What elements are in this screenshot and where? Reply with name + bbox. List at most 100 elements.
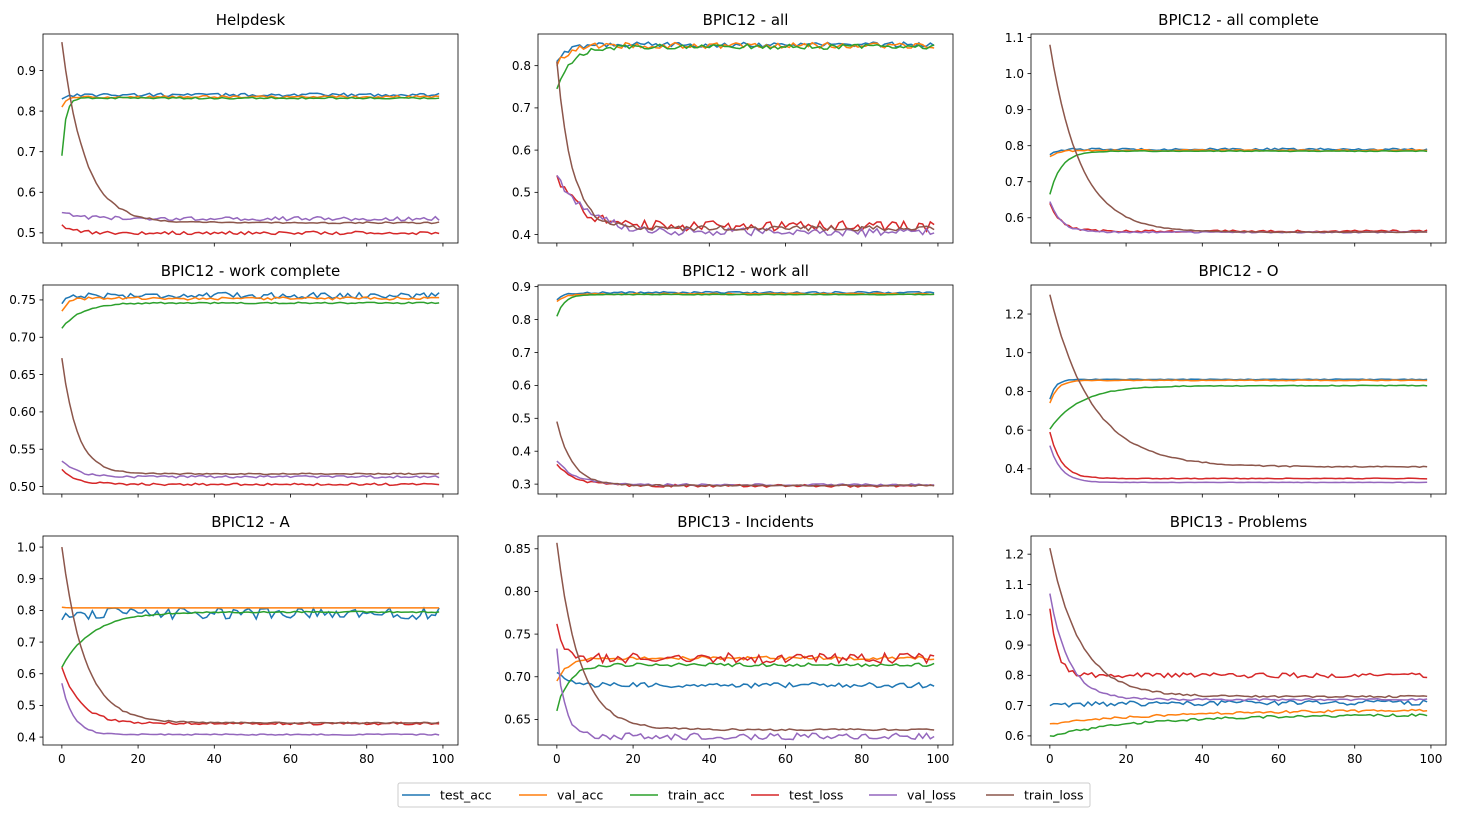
x-tick-label: 100 (926, 752, 949, 766)
x-tick-label: 0 (553, 752, 561, 766)
y-tick-label: 0.7 (512, 346, 531, 360)
legend-entry-test-acc: test_acc (402, 788, 492, 803)
y-tick-label: 1.0 (1005, 608, 1024, 622)
x-tick-label: 0 (1046, 752, 1054, 766)
series-line-test-loss (61, 224, 440, 236)
series-line-train-acc (1049, 384, 1428, 430)
series-line-test-acc (556, 290, 935, 301)
y-tick-label: 0.5 (512, 186, 531, 200)
y-tick-label: 0.8 (17, 604, 36, 618)
subplot-9: BPIC13 - Problems 0.6 0.7 0.8 0.9 1.0 1.1 1.2 0 2… (1005, 513, 1447, 766)
series-line-val-loss (556, 648, 935, 741)
series-line-train-loss (61, 358, 440, 476)
y-tick-label: 0.4 (1005, 462, 1024, 476)
x-tick-label: 80 (359, 752, 374, 766)
y-tick-label: 0.9 (1005, 638, 1024, 652)
series-line-val-acc (556, 655, 935, 682)
subplot-title: BPIC12 - all (703, 11, 789, 29)
y-tick-label: 0.6 (512, 143, 531, 157)
y-tick-label: 1.0 (17, 540, 36, 554)
subplot-2: BPIC12 - all 0.4 0.5 0.6 0.7 0.8 (512, 11, 954, 247)
series-line-test-loss (1049, 431, 1428, 480)
y-tick-label: 0.55 (9, 443, 36, 457)
y-tick-label: 0.5 (17, 226, 36, 240)
y-tick-label: 0.8 (512, 313, 531, 327)
y-tick-label: 0.75 (9, 293, 36, 307)
series-line-train-loss (61, 42, 440, 225)
x-tick-label: 60 (283, 752, 298, 766)
y-tick-label: 0.50 (9, 480, 36, 494)
subplot-3: BPIC12 - all complete 0.6 0.7 0.8 0.9 1.0 1.1 (1005, 11, 1447, 247)
y-tick-label: 1.0 (1005, 67, 1024, 81)
legend-box (397, 782, 1091, 808)
y-tick-label: 0.8 (512, 59, 531, 73)
axes-frame (537, 284, 954, 495)
legend-entry-val-acc: val_acc (519, 788, 603, 803)
subplot-title: Helpdesk (216, 11, 286, 29)
y-tick-label: 0.9 (512, 280, 531, 294)
y-tick-label: 0.7 (17, 145, 36, 159)
series-line-test-loss (1049, 203, 1428, 233)
y-tick-label: 1.1 (1005, 578, 1024, 592)
subplot-title: BPIC13 - Problems (1170, 513, 1308, 531)
y-tick-label: 0.65 (504, 713, 531, 727)
series-line-test-acc (556, 671, 935, 689)
y-tick-label: 0.8 (17, 104, 36, 118)
legend-label: test_loss (789, 788, 843, 803)
subplot-8: BPIC13 - Incidents 0.65 0.70 0.75 0.80 0.85 0 2… (504, 513, 954, 766)
series-line-train-loss (1049, 547, 1428, 699)
x-tick-label: 60 (778, 752, 793, 766)
series-line-train-acc (556, 293, 935, 317)
y-tick-label: 0.6 (1005, 423, 1024, 437)
series-line-train-acc (61, 96, 440, 156)
legend-entry-train-acc: train_acc (630, 788, 725, 803)
series-line-val-loss (1049, 593, 1428, 702)
series-line-train-loss (556, 542, 935, 732)
x-tick-label: 100 (1419, 752, 1442, 766)
series-line-train-loss (1049, 294, 1428, 469)
x-tick-label: 40 (207, 752, 222, 766)
subplot-title: BPIC12 - all complete (1158, 11, 1319, 29)
series-line-test-loss (61, 468, 440, 487)
axes-frame (1030, 284, 1447, 495)
y-tick-label: 0.3 (512, 477, 531, 491)
series-line-val-loss (61, 460, 440, 479)
y-tick-label: 0.80 (504, 585, 531, 599)
series-line-test-loss (556, 623, 935, 665)
x-tick-label: 40 (1195, 752, 1210, 766)
series-line-val-acc (61, 606, 440, 609)
y-tick-label: 0.6 (17, 667, 36, 681)
legend-label: train_loss (1024, 788, 1084, 803)
legend-label: val_loss (907, 788, 956, 803)
y-tick-label: 0.8 (1005, 669, 1024, 683)
series-line-test-loss (556, 175, 935, 233)
series-line-test-loss (1049, 608, 1428, 679)
y-tick-label: 0.9 (17, 64, 36, 78)
y-tick-label: 1.2 (1005, 307, 1024, 321)
y-tick-label: 0.7 (512, 101, 531, 115)
subplot-7: BPIC12 - A 0.4 0.5 0.6 0.7 0.8 0.9 1.0 0 20 40 60 80… (17, 513, 459, 766)
legend-entry-test-loss: test_loss (751, 788, 843, 803)
subplot-1: Helpdesk 0.5 0.6 0.7 0.8 0.9 (17, 11, 459, 247)
axes-frame (1030, 535, 1447, 746)
y-tick-label: 0.8 (1005, 385, 1024, 399)
x-tick-label: 20 (625, 752, 640, 766)
y-tick-label: 0.70 (504, 670, 531, 684)
x-tick-label: 40 (702, 752, 717, 766)
legend-label: test_acc (440, 788, 492, 803)
series-line-val-acc (1049, 708, 1428, 725)
series-line-val-acc (1049, 379, 1428, 404)
axes-frame (42, 535, 459, 746)
series-line-val-loss (61, 683, 440, 736)
subplot-5: BPIC12 - work all 0.3 0.4 0.5 0.6 0.7 0.8 0.9 (512, 262, 954, 498)
y-tick-label: 0.5 (512, 412, 531, 426)
series-line-val-loss (1049, 201, 1428, 234)
subplot-6: BPIC12 - O 0.4 0.6 0.8 1.0 1.2 (1005, 262, 1447, 498)
y-tick-label: 0.8 (1005, 139, 1024, 153)
axes-frame (42, 284, 459, 495)
y-tick-label: 0.65 (9, 368, 36, 382)
y-tick-label: 0.9 (1005, 103, 1024, 117)
series-line-test-acc (1049, 378, 1428, 400)
y-tick-label: 0.70 (9, 331, 36, 345)
